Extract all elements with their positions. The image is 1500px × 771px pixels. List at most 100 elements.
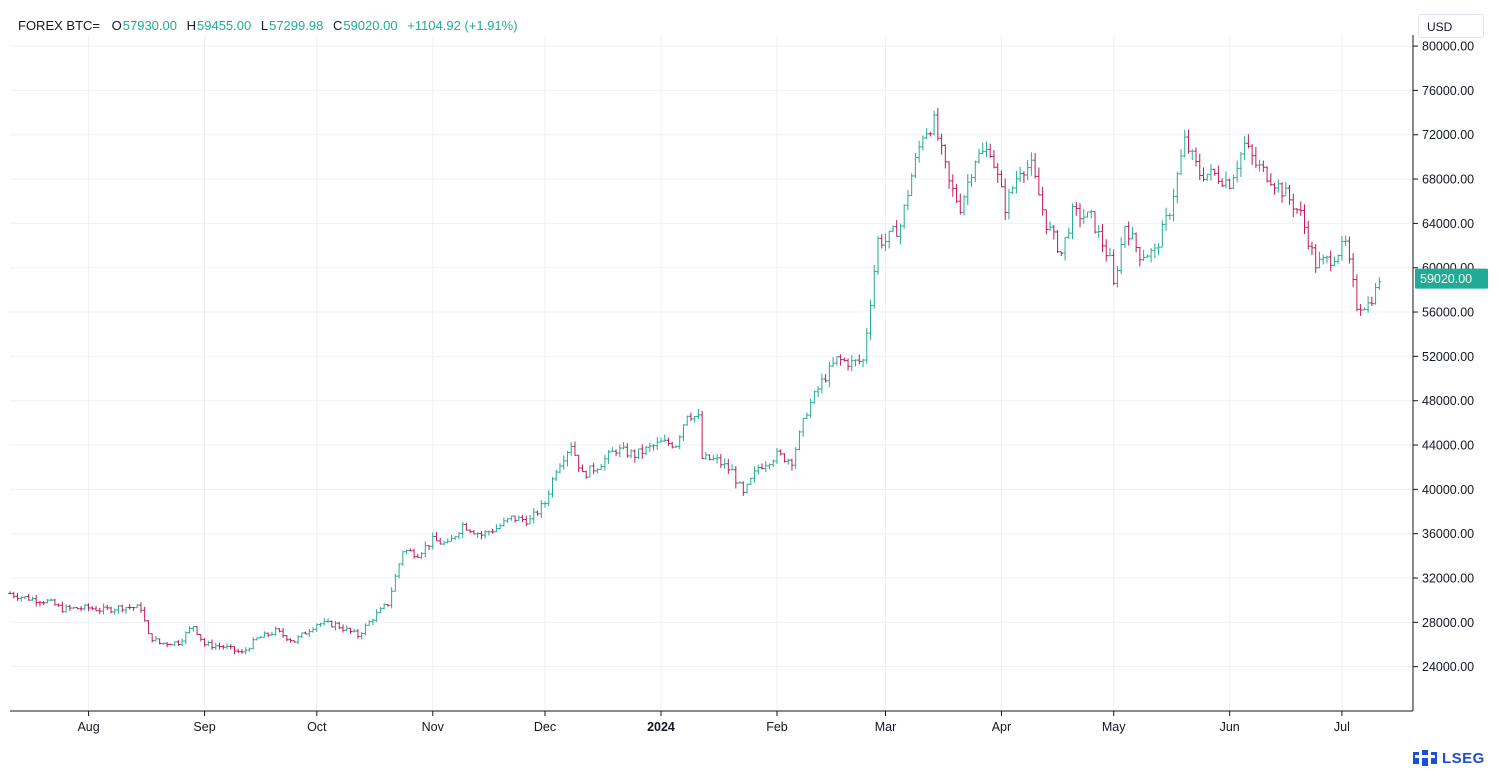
ohlc-bar: [1272, 182, 1277, 195]
ohlc-bar: [416, 553, 420, 558]
ohlc-bar: [1246, 134, 1251, 149]
ohlc-bar: [513, 515, 517, 523]
ohlc-bar: [936, 107, 940, 141]
ohlc-bar: [1007, 188, 1011, 220]
ohlc-bar: [1156, 243, 1161, 256]
ohlc-bar: [846, 358, 850, 371]
ohlc-bar: [928, 131, 933, 137]
ohlc-bar: [1138, 246, 1142, 267]
ohlc-bar: [172, 641, 177, 647]
symbol-label[interactable]: FOREX BTC=: [18, 18, 100, 33]
ohlc-bar: [363, 623, 368, 636]
ohlc-bar: [1280, 182, 1284, 203]
close-value: 59020.00: [343, 18, 398, 33]
ohlc-bar: [11, 591, 16, 599]
ohlc-bar: [213, 642, 218, 650]
ohlc-bar: [1254, 146, 1258, 169]
ohlc-bar: [266, 632, 270, 638]
ohlc-bar: [857, 354, 862, 365]
x-tick-label: Oct: [307, 720, 327, 734]
ohlc-bar: [801, 417, 805, 437]
lseg-logo-text: LSEG: [1442, 749, 1485, 767]
open-value: 57930.00: [122, 18, 177, 33]
ohlc-bar: [1182, 129, 1187, 158]
ohlc-bar: [603, 454, 607, 471]
last-price-label: 59020.00: [1420, 272, 1472, 286]
ohlc-bar: [685, 415, 689, 426]
ohlc-bar: [15, 592, 20, 601]
ohlc-bar: [124, 606, 128, 614]
ohlc-bars: [8, 107, 1382, 655]
ohlc-bar: [1313, 244, 1318, 273]
ohlc-bar: [861, 358, 865, 368]
ohlc-bar: [1014, 170, 1019, 194]
ohlc-bar: [258, 636, 263, 639]
ohlc-bar: [154, 635, 158, 642]
ohlc-bar: [1179, 149, 1183, 175]
ohlc-bar: [906, 189, 910, 211]
lseg-logo-icon: [1413, 750, 1437, 766]
ohlc-bar: [793, 447, 798, 469]
ohlc-bar: [371, 618, 375, 626]
ohlc-bar: [187, 626, 192, 634]
ohlc-bar: [655, 437, 660, 451]
ohlc-bar: [19, 596, 24, 602]
ohlc-bar: [980, 142, 985, 155]
ohlc-bar: [45, 599, 50, 604]
ohlc-bar: [689, 412, 693, 421]
ohlc-bar: [60, 601, 65, 613]
ohlc-bar: [397, 563, 401, 579]
x-tick-label: 2024: [647, 720, 675, 734]
ohlc-bar: [412, 548, 416, 559]
ohlc-bar: [569, 442, 573, 457]
ohlc-bar: [692, 415, 697, 423]
ohlc-bar: [543, 501, 547, 508]
x-tick-label: Apr: [992, 720, 1011, 734]
ohlc-bar: [1044, 209, 1049, 235]
ohlc-bar: [666, 437, 671, 446]
ohlc-bar: [752, 466, 757, 483]
ohlc-bar: [1033, 153, 1037, 179]
ohlc-bar: [318, 622, 323, 627]
ohlc-bar: [887, 230, 892, 249]
ohlc-bar: [56, 603, 61, 607]
ohlc-bar: [419, 552, 424, 560]
ohlc-bar: [1362, 307, 1367, 311]
ohlc-bar: [1119, 237, 1123, 275]
ohlc-bar: [460, 521, 465, 538]
ohlc-bar: [206, 640, 211, 647]
ohlc-bar: [1370, 296, 1374, 307]
ohlc-bar: [812, 390, 817, 404]
ohlc-bar: [131, 607, 136, 611]
ohlc-bar: [329, 620, 334, 628]
ohlc-bar: [1134, 232, 1138, 253]
ohlc-bar: [947, 161, 951, 189]
ohlc-bar: [707, 454, 712, 461]
ohlc-bar: [610, 447, 615, 453]
x-tick-label: Aug: [77, 720, 99, 734]
currency-selector[interactable]: USD: [1418, 14, 1484, 38]
ohlc-bar: [1336, 254, 1340, 264]
ohlc-bar: [1111, 249, 1116, 286]
ohlc-bar: [273, 626, 278, 636]
ohlc-bar: [535, 510, 540, 516]
ohlc-bar: [1325, 255, 1329, 264]
ohlc-bar: [1074, 201, 1079, 216]
ohlc-bar: [112, 608, 117, 615]
ohlc-bar: [1123, 225, 1127, 248]
ohlc-bar: [805, 412, 809, 420]
ohlc-bar: [554, 469, 559, 482]
ohlc-bar: [79, 606, 83, 612]
ohlc-bar: [670, 441, 675, 449]
ohlc-bar: [618, 444, 622, 458]
y-tick-label: 28000.00: [1422, 616, 1474, 630]
ohlc-bar: [202, 638, 207, 647]
ohlc-bar: [472, 530, 476, 535]
ohlc-bar: [251, 637, 255, 650]
ohlc-bar: [868, 299, 873, 340]
ohlc-bar: [101, 603, 106, 615]
ohlc-bar: [730, 464, 734, 471]
ohlc-bar: [1066, 227, 1071, 240]
ohlc-bar: [1175, 171, 1180, 204]
